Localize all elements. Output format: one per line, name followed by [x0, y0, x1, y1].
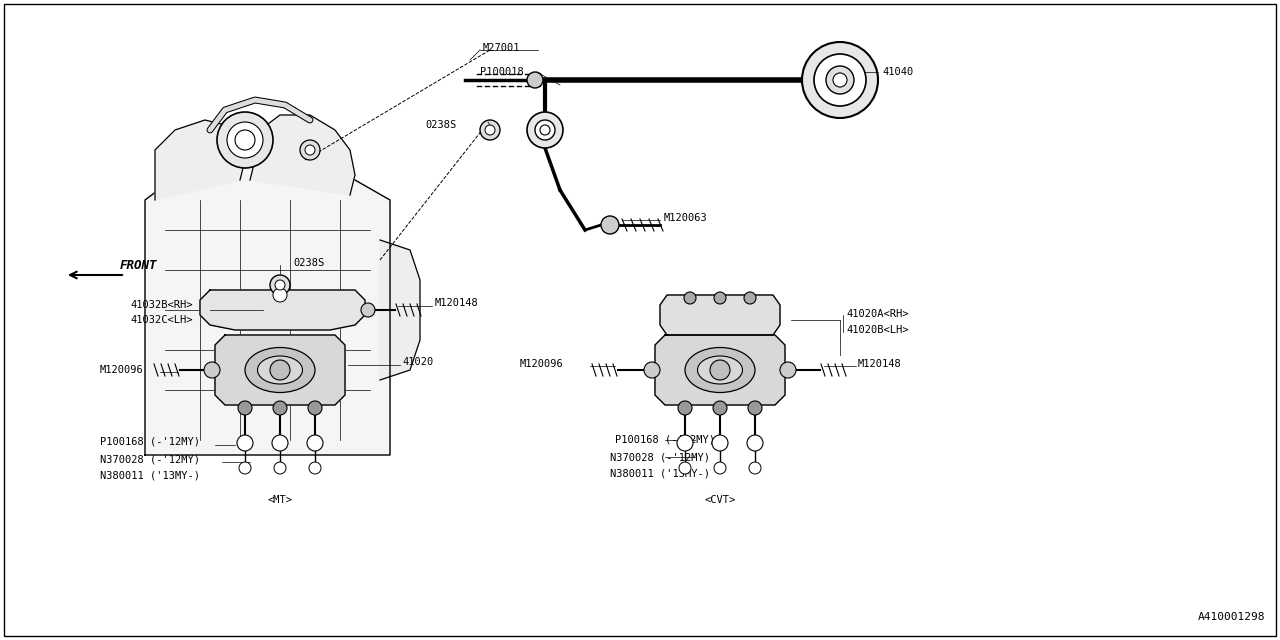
Text: 41020: 41020: [402, 357, 433, 367]
Circle shape: [714, 292, 726, 304]
Circle shape: [305, 145, 315, 155]
Circle shape: [712, 435, 728, 451]
Polygon shape: [660, 295, 780, 335]
Circle shape: [308, 401, 323, 415]
Text: 41020B<LH>: 41020B<LH>: [846, 325, 909, 335]
Circle shape: [273, 288, 287, 302]
Ellipse shape: [685, 348, 755, 392]
Circle shape: [678, 462, 691, 474]
Circle shape: [678, 401, 692, 415]
Polygon shape: [380, 240, 420, 380]
Text: M120063: M120063: [664, 213, 708, 223]
Circle shape: [227, 122, 262, 158]
Circle shape: [236, 130, 255, 150]
Text: M120148: M120148: [858, 359, 901, 369]
Circle shape: [780, 362, 796, 378]
Circle shape: [485, 125, 495, 135]
Circle shape: [535, 120, 556, 140]
Circle shape: [361, 303, 375, 317]
Circle shape: [527, 112, 563, 148]
Circle shape: [273, 435, 288, 451]
Circle shape: [527, 72, 543, 88]
Text: N370028 (-'12MY): N370028 (-'12MY): [100, 454, 200, 464]
Text: M120096: M120096: [520, 359, 563, 369]
Text: M120148: M120148: [435, 298, 479, 308]
Circle shape: [814, 54, 867, 106]
Ellipse shape: [698, 356, 742, 384]
Text: 0238S: 0238S: [293, 258, 324, 268]
Polygon shape: [215, 335, 346, 405]
Circle shape: [540, 125, 550, 135]
Circle shape: [602, 216, 620, 234]
Circle shape: [748, 435, 763, 451]
Text: 41040: 41040: [882, 67, 913, 77]
Text: <MT>: <MT>: [268, 495, 293, 505]
Text: P100168 (-'12MY): P100168 (-'12MY): [614, 435, 716, 445]
Circle shape: [710, 360, 730, 380]
Text: 0238S: 0238S: [425, 120, 456, 130]
Ellipse shape: [257, 356, 302, 384]
Text: <CVT>: <CVT>: [704, 495, 736, 505]
Circle shape: [270, 360, 291, 380]
Circle shape: [275, 280, 285, 290]
Circle shape: [218, 112, 273, 168]
Circle shape: [480, 120, 500, 140]
Circle shape: [749, 462, 762, 474]
Polygon shape: [250, 115, 355, 195]
Circle shape: [204, 362, 220, 378]
Circle shape: [714, 462, 726, 474]
Circle shape: [238, 401, 252, 415]
Circle shape: [744, 292, 756, 304]
Polygon shape: [200, 290, 365, 330]
Circle shape: [307, 435, 323, 451]
Text: 41032B<RH>: 41032B<RH>: [131, 300, 192, 310]
Ellipse shape: [244, 348, 315, 392]
Text: P100018: P100018: [480, 67, 524, 77]
Polygon shape: [145, 162, 390, 455]
Circle shape: [713, 401, 727, 415]
Circle shape: [300, 140, 320, 160]
Polygon shape: [155, 120, 244, 200]
Circle shape: [644, 362, 660, 378]
Text: M27001: M27001: [483, 43, 521, 53]
Text: 41032C<LH>: 41032C<LH>: [131, 315, 192, 325]
Circle shape: [273, 401, 287, 415]
Circle shape: [237, 435, 253, 451]
Circle shape: [748, 401, 762, 415]
Circle shape: [270, 275, 291, 295]
Text: N380011 ('13MY-): N380011 ('13MY-): [611, 469, 710, 479]
Text: 41020A<RH>: 41020A<RH>: [846, 309, 909, 319]
Text: N370028 (-'12MY): N370028 (-'12MY): [611, 452, 710, 462]
Circle shape: [677, 435, 692, 451]
Circle shape: [833, 73, 847, 87]
Text: N380011 ('13MY-): N380011 ('13MY-): [100, 471, 200, 481]
Text: M120096: M120096: [100, 365, 143, 375]
Circle shape: [826, 66, 854, 94]
Circle shape: [308, 462, 321, 474]
Text: FRONT: FRONT: [120, 259, 157, 271]
Circle shape: [684, 292, 696, 304]
Circle shape: [803, 42, 878, 118]
Polygon shape: [655, 335, 785, 405]
Circle shape: [274, 462, 285, 474]
Circle shape: [239, 462, 251, 474]
Text: A410001298: A410001298: [1198, 612, 1265, 622]
Text: P100168 (-'12MY): P100168 (-'12MY): [100, 437, 200, 447]
